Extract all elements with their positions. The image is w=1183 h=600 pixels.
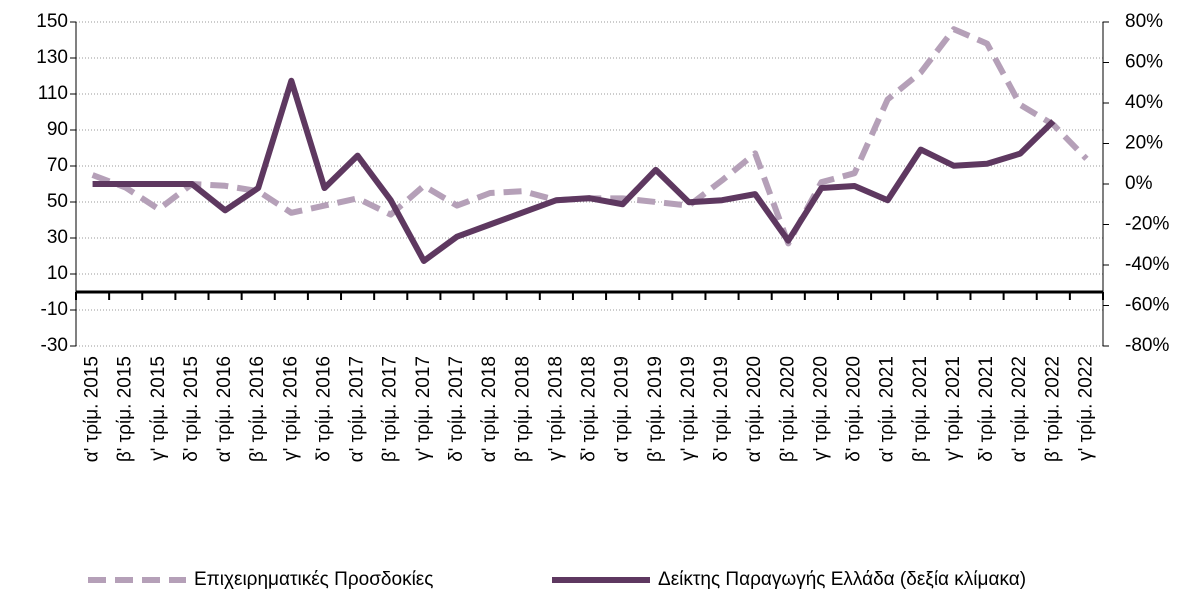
y-tick-label: -30 [41,335,68,356]
y2-tick-label: -40% [1125,254,1169,275]
x-tick-label: β' τρίμ. 2020 [777,356,798,462]
y2-tick-label: 20% [1125,133,1163,154]
x-tick-label: α' τρίμ. 2018 [479,356,500,462]
x-tick-label: β' τρίμ. 2017 [380,356,401,462]
x-tick-label: α' τρίμ. 2015 [82,356,103,462]
y2-tick-label: -80% [1125,335,1169,356]
y2-tick-label: -20% [1125,214,1169,235]
y2-tick-label: 0% [1125,173,1153,194]
x-tick-label: α' τρίμ. 2020 [744,356,765,462]
y-tick-label: 150 [36,11,68,32]
x-tick-label: γ' τρίμ. 2019 [678,356,699,461]
series-line [92,77,1056,264]
x-tick-label: δ' τρίμ. 2018 [579,356,600,462]
legend-label: Δείκτης Παραγωγής Ελλάδα (δεξία κλίμακα) [658,569,1026,590]
y2-tick-label: 60% [1125,52,1163,73]
x-tick-label: γ' τρίμ. 2015 [148,356,169,461]
series-line [91,26,1089,247]
x-tick-label: δ' τρίμ. 2019 [711,356,732,462]
x-tick-label: α' τρίμ. 2021 [877,356,898,462]
y-tick-label: 130 [36,47,68,68]
y2-tick-label: -60% [1125,295,1169,316]
x-tick-label: α' τρίμ. 2022 [1009,356,1030,462]
y-tick-label: -10 [41,299,68,320]
x-tick-label: γ' τρίμ. 2020 [810,356,831,461]
y-tick-label: 50 [47,191,68,212]
x-tick-label: β' τρίμ. 2015 [115,356,136,462]
y-tick-label: 110 [38,83,68,104]
x-tick-label: γ' τρίμ. 2016 [280,356,301,461]
x-tick-label: γ' τρίμ. 2022 [1075,356,1096,461]
y-tick-label: 10 [47,263,68,284]
x-tick-label: δ' τρίμ. 2017 [446,356,467,462]
x-tick-label: α' τρίμ. 2016 [214,356,235,462]
x-tick-label: β' τρίμ. 2018 [512,356,533,462]
x-tick-label: β' τρίμ. 2016 [247,356,268,462]
y2-tick-label: 80% [1125,11,1163,32]
y-tick-label: 30 [47,227,68,248]
x-tick-label: γ' τρίμ. 2018 [545,356,566,461]
x-tick-label: β' τρίμ. 2022 [1042,356,1063,462]
x-tick-label: δ' τρίμ. 2016 [313,356,334,462]
x-tick-label: β' τρίμ. 2019 [645,356,666,462]
legend-label: Επιχειρηματικές Προσδοκίες [194,569,433,590]
x-tick-label: γ' τρίμ. 2017 [413,356,434,461]
y-tick-label: 90 [47,119,68,140]
x-tick-label: δ' τρίμ. 2015 [181,356,202,462]
y-tick-label: 70 [47,155,68,176]
x-tick-label: δ' τρίμ. 2020 [844,356,865,462]
x-tick-label: δ' τρίμ. 2021 [976,356,997,462]
x-tick-label: γ' τρίμ. 2021 [943,356,964,461]
x-tick-label: α' τρίμ. 2017 [347,356,368,462]
x-tick-label: α' τρίμ. 2019 [612,356,633,462]
x-tick-label: β' τρίμ. 2021 [910,356,931,462]
y2-tick-label: 40% [1125,92,1163,113]
